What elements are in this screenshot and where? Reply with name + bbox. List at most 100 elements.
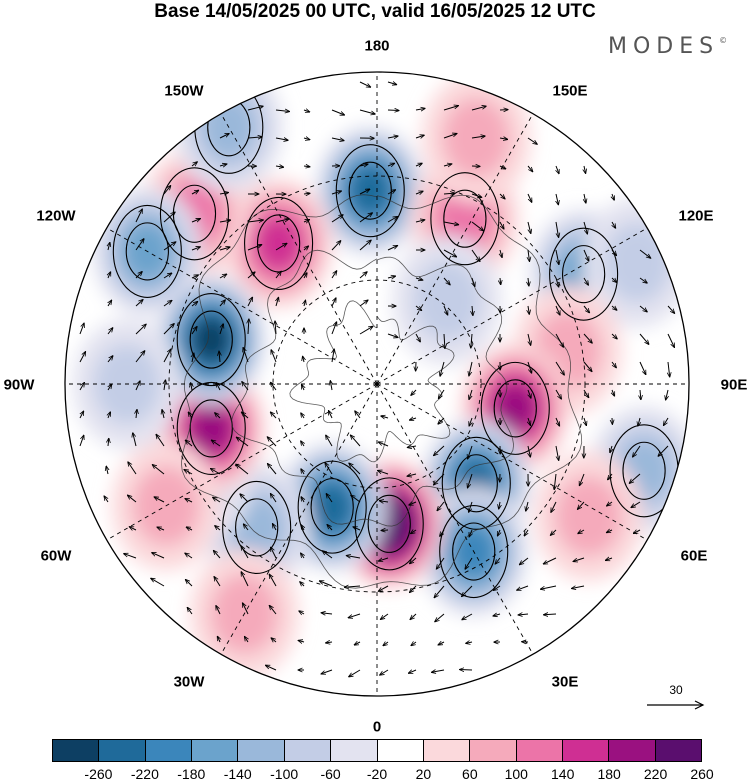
wind-arrow [303,166,310,167]
wind-arrow [471,249,480,261]
wind-arrow [462,585,473,597]
wind-arrow [184,470,193,475]
wind-arrow [664,417,669,426]
colorbar-tick-label: 180 [597,766,621,782]
wind-arrow [192,353,194,363]
lon-label-60w: 60W [40,547,72,565]
wind-arrow [438,389,445,399]
wind-arrow [331,191,341,194]
wind-arrow [387,246,398,251]
wind-arrow [578,501,585,509]
wind-arrow [432,670,445,672]
wind-arrow [666,389,668,400]
wind-arrow [555,389,561,399]
map-border [64,71,690,697]
wind-arrow [351,495,361,503]
wind-arrow [443,221,459,225]
reference-arrow [647,700,705,710]
contour-line [176,381,246,475]
wind-arrow [247,106,263,111]
wind-arrow [500,249,502,258]
wind-arrow [359,109,375,114]
wind-arrow [331,322,337,335]
map-title: Base 14/05/2025 00 UTC, valid 16/05/2025… [154,1,596,22]
lon-label-30w: 30W [173,673,205,691]
wind-arrow [275,138,288,140]
wind-arrow [527,165,533,172]
wind-arrow [135,300,143,307]
wind-arrow [639,305,647,312]
wind-arrow [443,193,455,194]
wind-arrow [275,271,281,279]
wind-arrow [471,221,484,231]
colorbar-tick-label: 20 [415,766,432,782]
wind-arrow [129,527,137,530]
colorbar-tick-label: 220 [643,766,668,782]
anomaly-blob [255,215,302,271]
wind-arrow [301,441,304,447]
wind-arrow [380,613,389,619]
wind-arrow [584,165,586,173]
wind-arrow [219,324,223,335]
wind-arrow [247,220,263,222]
wind-arrow [135,381,140,391]
wind-arrow [387,163,395,166]
wind-arrow [107,328,113,335]
wind-arrow [191,219,200,223]
wind-arrow [555,249,559,265]
wind-arrow [321,669,333,674]
wind-arrow [108,412,110,419]
wind-arrow [387,190,396,195]
meridian-line [376,383,648,541]
wind-arrow [462,613,473,620]
wind-arrow [302,385,305,391]
wind-arrow [211,440,221,447]
wind-arrow [667,305,675,313]
wind-arrow [437,501,445,511]
wind-arrow [152,553,165,559]
colorbar-segment [655,740,702,761]
lon-label-120e: 120E [678,207,714,225]
wind-arrow [410,613,417,620]
anomaly-blob [413,260,481,341]
lon-label-150w: 150W [164,82,204,100]
colorbar-segment [331,740,378,761]
wind-arrow [331,241,341,251]
wind-arrow [610,445,612,453]
wind-arrow [104,496,108,503]
wind-arrow [154,497,165,503]
contour-line [561,245,606,304]
wind-arrow [407,474,417,476]
wind-arrow [555,417,560,426]
wind-arrow [191,383,192,391]
wind-arrow [466,642,473,643]
wind-arrow [443,249,457,257]
wind-arrow [241,572,249,587]
wind-arrow [163,300,172,307]
wind-arrow [346,556,361,559]
wind-arrow [348,613,361,618]
wind-arrow [555,221,559,237]
wind-arrow [216,383,221,391]
wind-arrow [415,220,425,222]
wind-arrow [319,581,333,587]
wind-arrow [387,136,398,138]
wind-arrow [584,193,586,203]
wind-arrow [556,165,559,174]
wind-arrow [301,497,304,503]
wind-arrow [611,306,617,310]
wind-arrow [163,186,171,195]
wind-arrow [300,582,304,586]
wind-arrow [383,642,389,646]
wind-arrow [135,239,144,251]
wind-arrow [79,323,84,335]
colorbar-segment [423,740,471,761]
wind-arrow [331,298,336,307]
wind-arrow [381,416,389,418]
wind-arrow [329,411,333,419]
anomaly-blob [603,222,671,303]
wind-arrow [321,613,333,614]
wind-arrow [606,530,613,533]
wind-arrow [219,134,229,139]
colorbar [52,739,702,762]
